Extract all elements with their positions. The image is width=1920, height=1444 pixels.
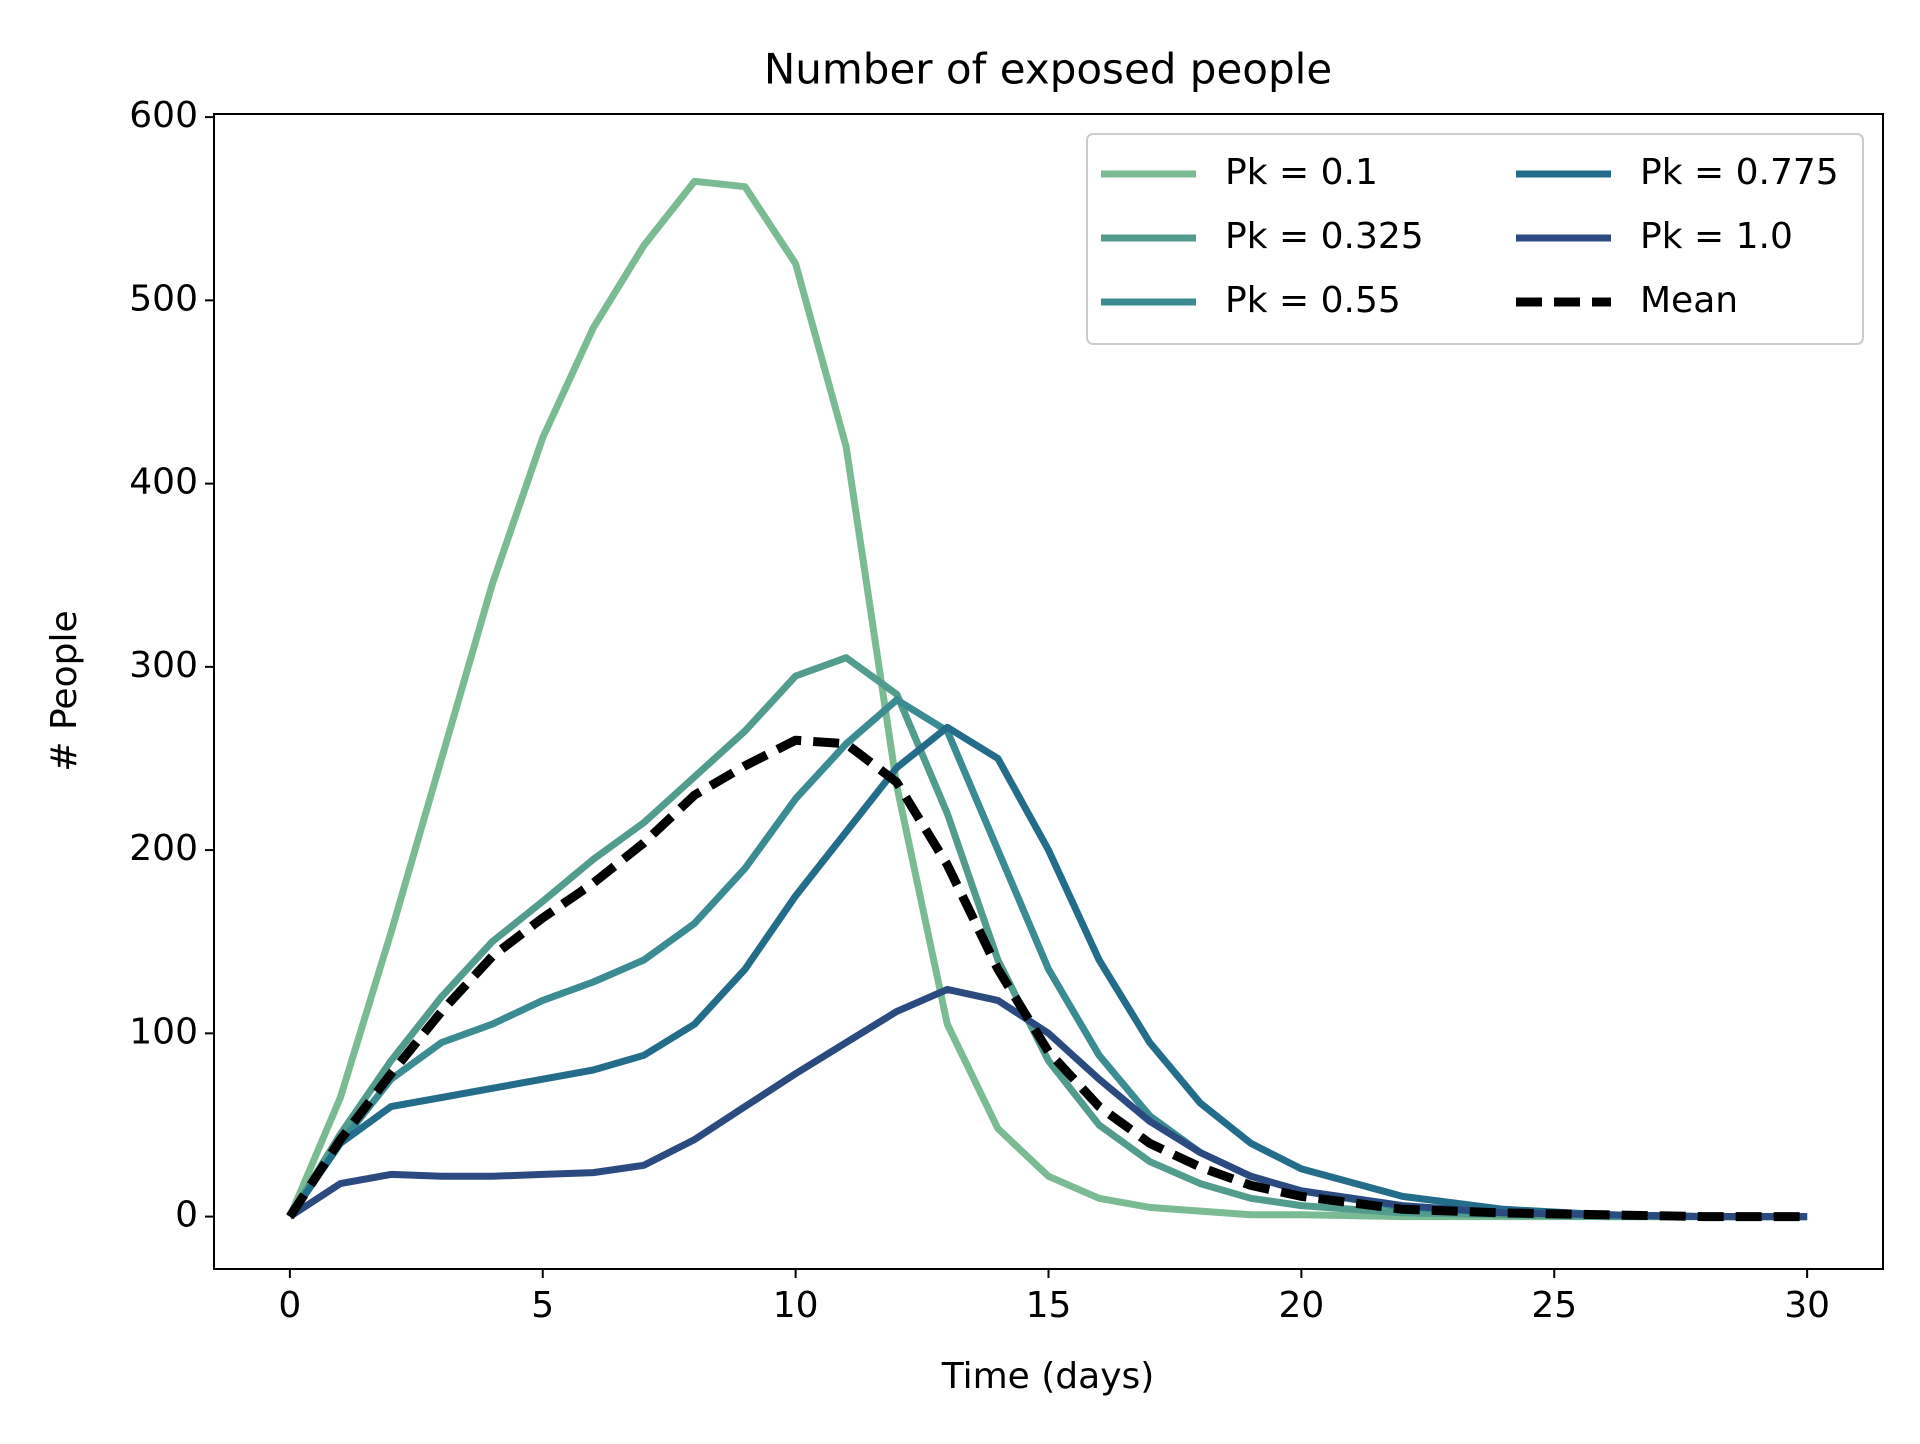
x-tick-label: 10 xyxy=(773,1285,819,1326)
y-tick-label: 100 xyxy=(129,1011,198,1052)
y-tick-label: 600 xyxy=(129,95,198,136)
series-line xyxy=(287,723,1808,1221)
legend-label: Pk = 0.775 xyxy=(1640,152,1839,193)
legend-label: Mean xyxy=(1640,280,1738,321)
axes-frame xyxy=(213,113,1884,1270)
legend-label: Pk = 0.55 xyxy=(1225,280,1401,321)
y-tick-label: 400 xyxy=(129,462,198,503)
legend-box xyxy=(1086,133,1864,345)
y-tick-label: 300 xyxy=(129,645,198,686)
x-axis-label: Time (days) xyxy=(941,1356,1155,1397)
x-tick-label: 5 xyxy=(531,1285,554,1326)
legend-label: Pk = 0.1 xyxy=(1225,152,1378,193)
series-line xyxy=(287,696,1808,1221)
x-tick-label: 15 xyxy=(1026,1285,1072,1326)
chart-title: Number of exposed people xyxy=(764,45,1332,94)
series-line xyxy=(286,654,1808,1221)
series-line xyxy=(287,985,1808,1221)
x-tick-label: 20 xyxy=(1278,1285,1324,1326)
series-line xyxy=(286,735,1808,1222)
x-tick-label: 30 xyxy=(1784,1285,1830,1326)
x-tick-label: 0 xyxy=(278,1285,301,1326)
x-tick-label: 25 xyxy=(1531,1285,1577,1326)
legend-label: Pk = 1.0 xyxy=(1640,216,1793,257)
series-line xyxy=(286,177,1808,1221)
legend-label: Pk = 0.325 xyxy=(1225,216,1424,257)
y-axis-label: # People xyxy=(44,610,85,771)
y-tick-label: 500 xyxy=(129,278,198,319)
y-tick-label: 200 xyxy=(129,828,198,869)
y-tick-label: 0 xyxy=(175,1195,198,1236)
